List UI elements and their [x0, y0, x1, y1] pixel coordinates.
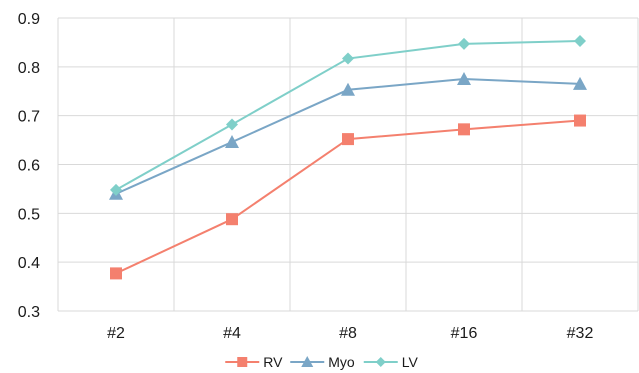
legend-label-rv: RV: [263, 354, 283, 370]
data-point-triangle: [225, 135, 239, 149]
data-point-diamond: [342, 52, 354, 65]
data-point-diamond: [375, 357, 386, 367]
legend: RV Myo LV: [225, 354, 418, 370]
data-point-square: [237, 357, 248, 367]
data-point-diamond: [110, 183, 122, 196]
x-tick-label: #4: [223, 325, 241, 342]
grid: [57, 17, 639, 312]
data-point-square: [574, 114, 586, 127]
data-point-diamond: [226, 118, 238, 131]
data-point-triangle: [301, 356, 314, 367]
series-rv: [110, 114, 586, 280]
data-point-square: [226, 213, 238, 226]
y-tick-label: 0.4: [18, 255, 40, 272]
legend-label-lv: LV: [402, 354, 419, 370]
x-tick-label: #8: [339, 325, 357, 342]
data-point-triangle: [341, 82, 355, 96]
legend-item-lv: LV: [363, 354, 419, 370]
legend-item-rv: RV: [225, 354, 283, 370]
y-tick-label: 0.3: [18, 304, 40, 321]
data-point-triangle: [457, 72, 471, 86]
x-tick-label: #16: [451, 325, 478, 342]
series-lines: [109, 34, 587, 280]
data-point-diamond: [574, 34, 586, 47]
series-lv: [110, 34, 586, 196]
series-myo: [109, 72, 587, 200]
y-tick-label: 0.6: [18, 158, 40, 175]
legend-item-myo: Myo: [290, 354, 355, 370]
y-tick-label: 0.8: [18, 60, 40, 77]
data-point-triangle: [573, 76, 587, 90]
legend-label-myo: Myo: [328, 354, 355, 370]
data-point-square: [110, 267, 122, 280]
data-point-diamond: [458, 37, 470, 50]
data-point-square: [342, 133, 354, 146]
y-tick-label: 0.5: [18, 206, 40, 223]
y-tick-label: 0.9: [18, 11, 40, 28]
y-axis-tick-labels: 0.3 0.4 0.5 0.6 0.7 0.8 0.9: [18, 11, 40, 321]
x-tick-label: #32: [567, 325, 594, 342]
y-tick-label: 0.7: [18, 109, 40, 126]
data-point-square: [458, 123, 470, 136]
x-axis-tick-labels: #2 #4 #8 #16 #32: [107, 325, 593, 342]
x-tick-label: #2: [107, 325, 125, 342]
